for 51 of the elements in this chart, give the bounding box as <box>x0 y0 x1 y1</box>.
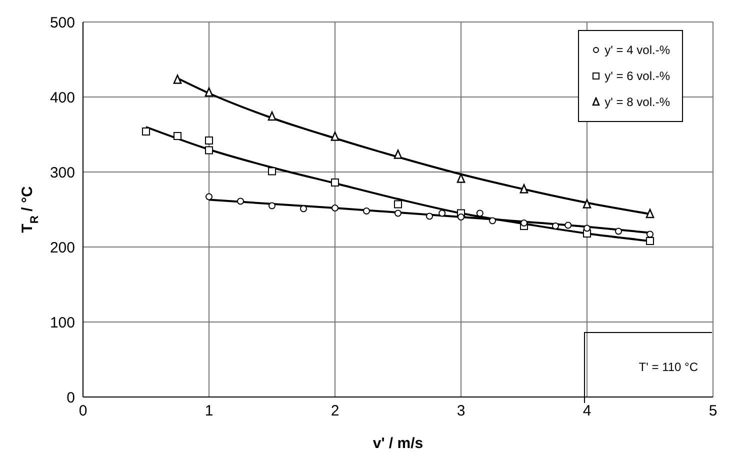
point <box>174 132 182 140</box>
point <box>458 214 464 220</box>
legend-label: y' = 6 vol.-% <box>604 69 670 83</box>
point <box>564 222 572 229</box>
point <box>268 202 276 210</box>
y-tick-label: 0 <box>66 389 75 406</box>
point <box>394 150 402 159</box>
point <box>582 199 592 208</box>
point <box>438 210 446 217</box>
point <box>204 87 214 97</box>
y-tick-label: 300 <box>50 164 75 182</box>
point <box>456 174 466 183</box>
point <box>173 74 182 84</box>
y-tick-label: 400 <box>50 89 75 106</box>
point <box>237 198 244 205</box>
point <box>330 132 340 141</box>
x-tick-label: 3 <box>456 402 466 420</box>
point <box>646 230 654 238</box>
point <box>394 210 402 217</box>
point <box>205 136 213 144</box>
point <box>331 178 339 186</box>
point <box>520 220 528 226</box>
point <box>363 208 370 214</box>
point <box>476 210 484 217</box>
point <box>584 224 590 232</box>
point <box>489 217 496 224</box>
legend-label: y' = 8 vol.-% <box>604 95 670 109</box>
x-tick-label: 5 <box>708 402 718 420</box>
y-tick-label: 100 <box>50 314 75 332</box>
x-tick-label: 2 <box>330 402 340 420</box>
x-tick-label: 0 <box>78 402 88 420</box>
x-tick-label: 4 <box>582 402 592 420</box>
point <box>268 167 276 176</box>
point <box>268 111 276 121</box>
point <box>300 205 307 212</box>
point <box>426 212 433 220</box>
point <box>552 222 559 230</box>
point <box>646 237 654 245</box>
x-tick-label: 1 <box>204 402 214 420</box>
point <box>646 208 654 218</box>
annotation: T' = 110 °C <box>638 360 698 374</box>
point <box>206 193 212 200</box>
point <box>205 146 213 154</box>
point <box>615 228 622 235</box>
legend-label: y' = 4 vol.-% <box>604 43 670 57</box>
point <box>332 204 338 212</box>
point <box>520 184 528 194</box>
x-axis-title: v' / m/s <box>372 435 424 452</box>
point <box>394 200 402 208</box>
y-tick-label: 200 <box>50 239 75 256</box>
y-tick-label: 500 <box>50 14 75 32</box>
